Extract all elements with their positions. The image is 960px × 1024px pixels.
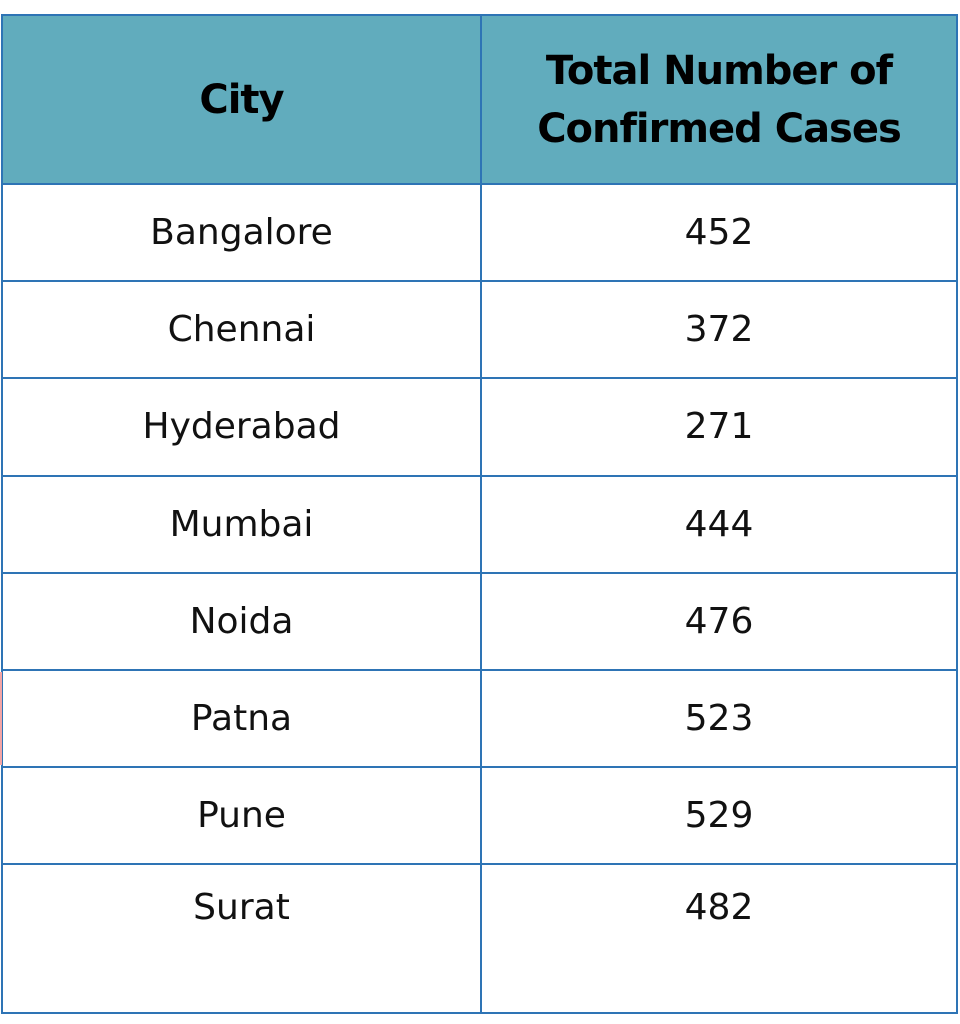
header-confirmed-cases-label: Total Number of Confirmed Cases — [537, 42, 902, 158]
header-line: Total Number of — [545, 47, 893, 94]
table-row: Bangalore 452 — [3, 185, 956, 283]
city-cell: Hyderabad — [142, 406, 341, 448]
cases-cell: 271 — [684, 406, 754, 448]
city-cell: Pune — [197, 795, 286, 837]
cases-cell: 452 — [684, 212, 754, 254]
cases-cell: 482 — [684, 887, 754, 929]
cases-cell: 523 — [684, 698, 754, 740]
table-row: Hyderabad 271 — [3, 379, 956, 477]
column-divider — [480, 16, 482, 1012]
table-row: Noida 476 — [3, 574, 956, 671]
city-cell: Bangalore — [150, 212, 333, 254]
city-cell: Chennai — [167, 309, 316, 351]
edge-mark — [0, 672, 2, 765]
city-cell: Noida — [189, 600, 294, 642]
header-city: City — [199, 76, 284, 123]
table-row: Mumbai 444 — [3, 477, 956, 574]
cases-cell: 476 — [684, 600, 754, 642]
header-confirmed-cases: Total Number of Confirmed Cases — [482, 16, 956, 183]
table-header: City Total Number of Confirmed Cases — [3, 16, 956, 185]
cases-cell: 372 — [684, 309, 754, 351]
table-row: Pune 529 — [3, 768, 956, 866]
header-line: Confirmed Cases — [537, 105, 902, 152]
city-cell: Surat — [193, 887, 290, 929]
cases-cell: 444 — [684, 503, 754, 545]
city-cell: Patna — [190, 698, 293, 740]
table-row: Chennai 372 — [3, 282, 956, 380]
table-row: Patna 523 — [3, 671, 956, 769]
city-cell: Mumbai — [169, 503, 314, 545]
cases-cell: 529 — [684, 795, 754, 837]
table-row: Surat 482 — [3, 865, 956, 1012]
cases-table: City Total Number of Confirmed Cases Bang… — [1, 14, 958, 1014]
